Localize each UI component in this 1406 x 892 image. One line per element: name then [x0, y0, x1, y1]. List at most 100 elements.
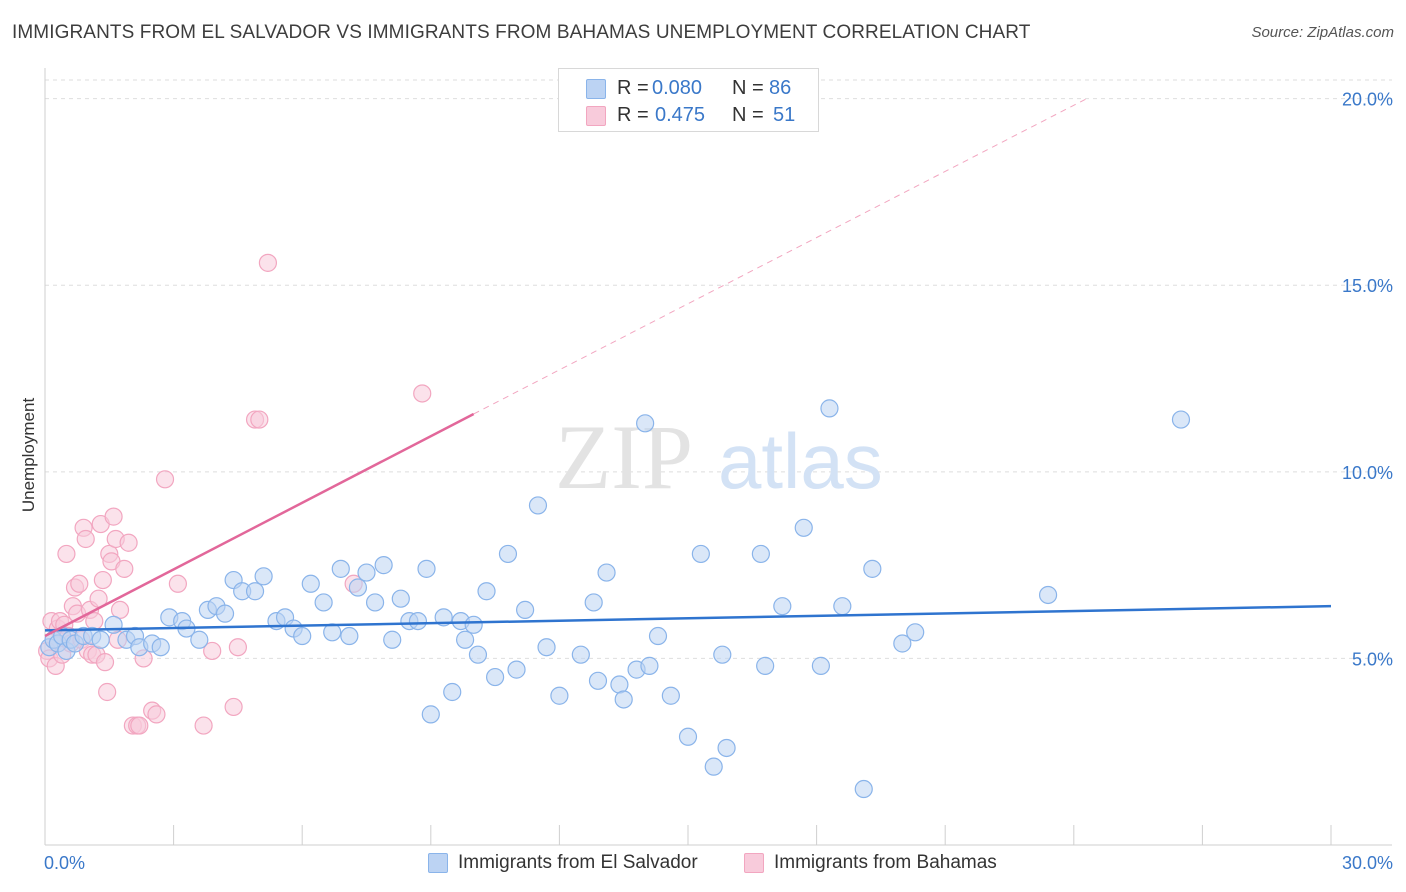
el-salvador-point [704, 757, 723, 776]
legend-r-value: 0.475 [655, 104, 706, 126]
el-salvador-point [498, 544, 518, 564]
el-salvador-point [648, 626, 668, 646]
legend-n-value: 86 [769, 77, 792, 99]
el-salvador-point [293, 626, 312, 646]
el-salvador-point [717, 738, 736, 758]
bahamas-point [224, 697, 243, 717]
bahamas-point [155, 470, 175, 489]
watermark: ZIP atlas [555, 406, 883, 508]
watermark-zip: ZIP [555, 406, 693, 508]
bahamas-point [57, 544, 76, 564]
el-salvador-point [417, 559, 436, 578]
tick-labels: 5.0% 10.0% 15.0% 20.0% 0.0% 30.0% [44, 90, 1393, 873]
y-tick-label: 5.0% [1352, 649, 1393, 669]
el-salvador-point [374, 556, 393, 575]
bottom-legend-label: Immigrants from Bahamas [774, 852, 997, 873]
bahamas-point [70, 574, 89, 593]
el-salvador-point [151, 638, 170, 657]
el-salvador-point [104, 615, 123, 634]
bahamas-point [76, 529, 95, 549]
el-salvador-point [636, 414, 655, 433]
el-salvador-point [254, 567, 273, 586]
el-salvador-point [314, 593, 333, 612]
el-salvador-point [773, 597, 792, 616]
y-tick-label: 20.0% [1342, 90, 1393, 110]
el-salvador-point [190, 630, 209, 649]
legend-n-label: N = [732, 77, 764, 99]
el-salvador-point [301, 574, 320, 593]
x-tick-label: 30.0% [1342, 853, 1393, 873]
bahamas-trend-extension [473, 98, 1087, 415]
bahamas-points [38, 253, 432, 735]
el-salvador-point [365, 593, 385, 612]
el-salvador-trend-line [44, 604, 1332, 632]
bahamas-point [95, 653, 115, 672]
el-salvador-point [331, 559, 350, 578]
el-salvador-point [833, 597, 852, 616]
el-salvador-point [614, 690, 633, 709]
el-salvador-point [863, 559, 882, 578]
el-salvador-point [408, 611, 428, 631]
legend-swatch-pink [586, 106, 606, 126]
el-salvador-point [507, 660, 526, 679]
legend-r-value: 0.080 [652, 77, 703, 99]
legend-n-label: N = [732, 104, 764, 126]
bottom-legend-swatch-blue [428, 853, 448, 873]
bahamas-point [85, 611, 104, 631]
el-salvador-point [571, 645, 590, 664]
bahamas-point [228, 638, 247, 657]
el-salvador-point [391, 589, 410, 608]
el-salvador-point [477, 582, 496, 601]
el-salvador-point [751, 544, 770, 564]
el-salvador-point [215, 604, 235, 623]
axes [44, 68, 1392, 846]
el-salvador-point [357, 563, 376, 582]
el-salvador-point [486, 667, 505, 687]
el-salvador-point [340, 626, 359, 646]
legend-row-bahamas: R = 0.475 N = 51 [559, 102, 818, 128]
grid-lines [45, 79, 1392, 659]
bahamas-point [93, 570, 112, 590]
bahamas-point [119, 533, 138, 552]
bahamas-point [194, 716, 213, 735]
el-salvador-point [348, 578, 368, 597]
el-salvador-point [1171, 410, 1191, 429]
el-salvador-point [588, 671, 608, 690]
y-tick-label: 15.0% [1342, 276, 1393, 296]
bahamas-trend-line [44, 412, 475, 638]
el-salvador-point [443, 682, 462, 702]
el-salvador-point [597, 563, 616, 582]
bahamas-point [258, 253, 278, 272]
correlation-legend: R = 0.080 N = 86 R = 0.475 N = 51 [558, 68, 819, 132]
el-salvador-point [528, 496, 548, 515]
x-tick-label: 0.0% [44, 853, 85, 873]
bahamas-point [168, 574, 187, 593]
el-salvador-point [468, 645, 488, 664]
el-salvador-point [854, 779, 873, 799]
trend-lines [44, 98, 1332, 638]
el-salvador-point [455, 630, 475, 649]
bahamas-point [250, 410, 269, 429]
bottom-legend-label: Immigrants from El Salvador [458, 852, 698, 873]
el-salvador-point [713, 645, 732, 664]
bottom-legend-swatch-pink [744, 853, 764, 873]
el-salvador-point [550, 686, 569, 705]
bahamas-point [104, 507, 123, 526]
el-salvador-point [661, 686, 680, 705]
legend-r-label: R = [617, 77, 649, 99]
el-salvador-point [820, 399, 839, 418]
el-salvador-point [640, 656, 659, 675]
y-tick-label: 10.0% [1342, 463, 1393, 483]
legend-n-value: 51 [773, 104, 796, 126]
el-salvador-point [811, 656, 830, 675]
el-salvador-point [756, 656, 775, 675]
bahamas-point [130, 716, 149, 735]
legend-swatch-blue [586, 79, 606, 99]
source-credit: Source: ZipAtlas.com [1251, 24, 1394, 41]
el-salvador-point [245, 582, 265, 601]
el-salvador-point [794, 518, 813, 537]
legend-r-label: R = [617, 104, 649, 126]
bahamas-point [203, 641, 222, 661]
el-salvador-point [610, 675, 629, 694]
y-axis-label: Unemployment [19, 398, 38, 513]
